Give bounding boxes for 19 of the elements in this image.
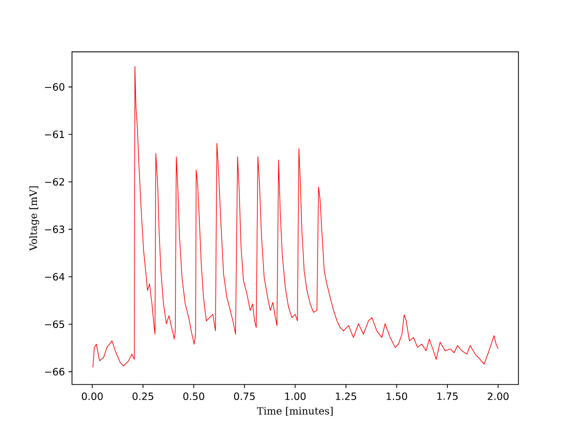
x-tick-label: 0.75: [234, 392, 255, 400]
y-tick-label: −63: [45, 226, 64, 234]
x-tick-label: 0.00: [82, 392, 103, 400]
x-tick-label: 1.75: [437, 392, 458, 400]
x-tick-label: 0.25: [132, 392, 154, 400]
x-tick-label: 2.00: [488, 392, 509, 400]
x-tick-label: 0.50: [183, 392, 204, 400]
y-tick-label: −65: [45, 320, 64, 328]
y-tick-label: −62: [45, 178, 64, 186]
line-series: [92, 66, 498, 368]
x-tick-label: 1.25: [336, 392, 356, 400]
x-tick-label: 1.00: [285, 392, 306, 400]
y-tick-label: −66: [45, 368, 64, 376]
y-tick-label: −60: [45, 83, 64, 91]
x-tick-label: 1.50: [386, 392, 408, 400]
y-tick-label: −64: [45, 272, 64, 281]
y-tick-label: −61: [45, 130, 64, 138]
x-axis-title: Time [minutes]: [257, 406, 333, 416]
y-axis-title: Voltage [mV]: [29, 186, 40, 251]
